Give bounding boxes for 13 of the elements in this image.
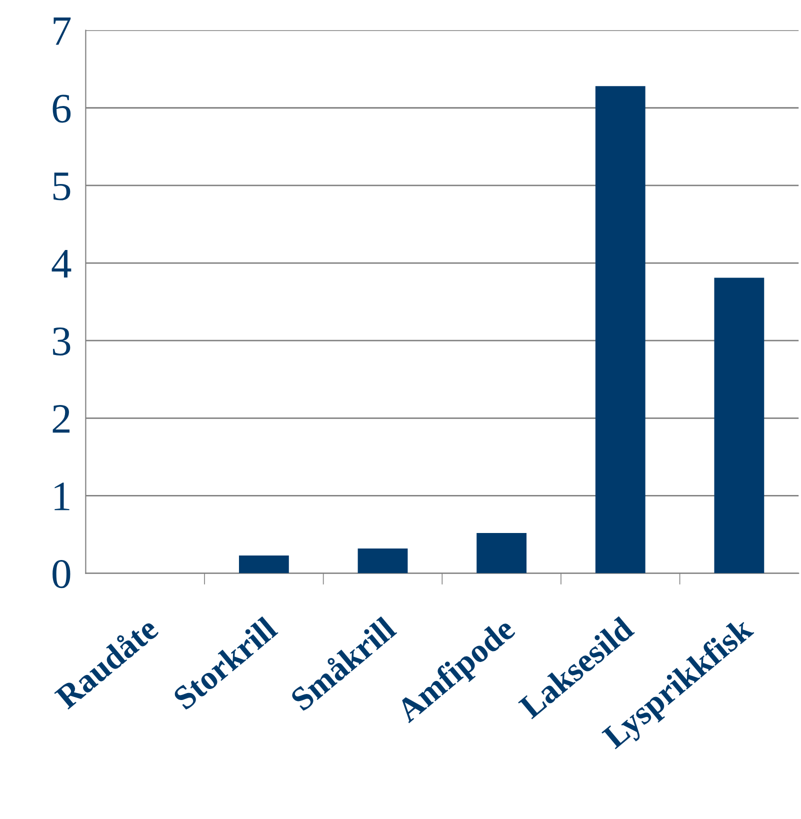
bar bbox=[238, 555, 289, 574]
bar bbox=[358, 548, 408, 574]
y-tick-label: 2 bbox=[52, 405, 70, 433]
bar bbox=[476, 532, 527, 574]
y-tick-label: 4 bbox=[52, 250, 72, 278]
y-tick-label: 5 bbox=[53, 172, 70, 200]
bar bbox=[714, 278, 764, 574]
y-tick-label: 1 bbox=[54, 482, 70, 510]
y-tick-label: 0 bbox=[52, 560, 70, 588]
y-tick-label: 7 bbox=[54, 17, 71, 45]
y-tick-label: 6 bbox=[52, 94, 71, 123]
y-tick-label: 3 bbox=[52, 327, 70, 356]
bar bbox=[595, 86, 646, 574]
